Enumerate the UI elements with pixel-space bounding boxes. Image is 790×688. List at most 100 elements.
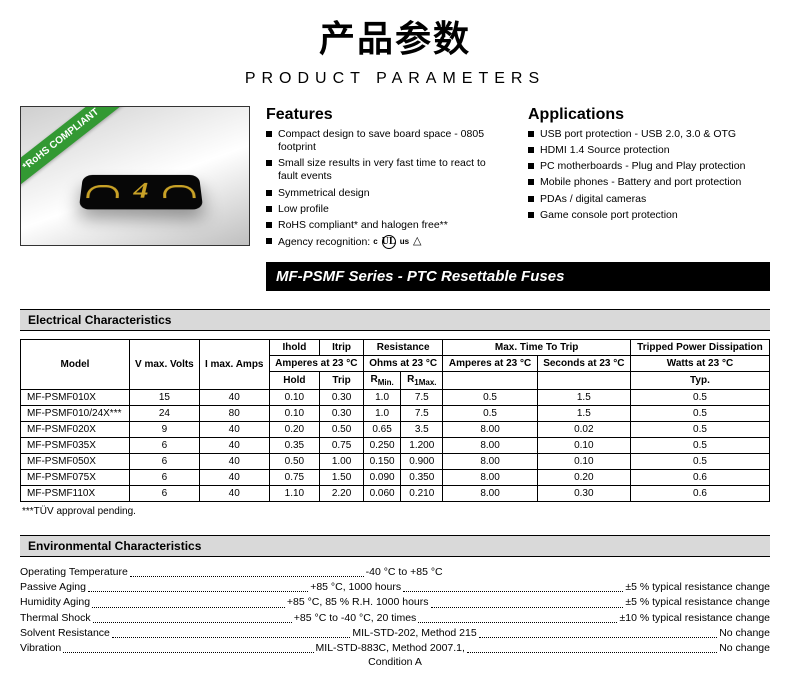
cell-i: 40 (199, 421, 269, 437)
cell-rmin: 0.060 (363, 485, 400, 501)
cell-ts: 0.10 (537, 437, 630, 453)
th-ihold: Ihold (269, 339, 320, 355)
table-row: MF-PSMF020X9400.200.500.653.58.000.020.5 (21, 421, 770, 437)
cell-trip: 1.50 (320, 469, 364, 485)
table-row: MF-PSMF075X6400.751.500.0900.3508.000.20… (21, 469, 770, 485)
cell-ta: 0.5 (443, 405, 537, 421)
cell-rmin: 1.0 (363, 389, 400, 405)
th-itrip: Itrip (320, 339, 364, 355)
env-label: Operating Temperature (20, 565, 128, 580)
cell-rmax: 0.210 (401, 485, 443, 501)
env-value: -40 °C to +85 °C (366, 565, 443, 580)
cell-trip: 2.20 (320, 485, 364, 501)
applications-heading: Applications (528, 106, 770, 124)
feature-item: Agency recognition:cULus △ (266, 235, 508, 249)
feature-item: Symmetrical design (266, 187, 508, 200)
cell-v: 15 (129, 389, 199, 405)
cell-hold: 0.10 (269, 405, 320, 421)
env-label: Passive Aging (20, 580, 86, 595)
cell-i: 40 (199, 437, 269, 453)
cell-model: MF-PSMF010/24X*** (21, 405, 130, 421)
env-change: ±10 % typical resistance change (619, 611, 770, 626)
cell-rmin: 0.65 (363, 421, 400, 437)
cell-ta: 8.00 (443, 485, 537, 501)
cell-ts: 1.5 (537, 389, 630, 405)
title-cn: 产品参数 (20, 10, 770, 62)
cell-hold: 0.20 (269, 421, 320, 437)
th-blank1 (443, 371, 537, 389)
cell-i: 40 (199, 453, 269, 469)
cell-rmax: 7.5 (401, 389, 443, 405)
cell-ts: 1.5 (537, 405, 630, 421)
th-amps23b: Amperes at 23 °C (443, 355, 537, 371)
env-label: Vibration (20, 641, 61, 656)
cell-typ: 0.5 (630, 421, 769, 437)
application-item: PC motherboards - Plug and Play protecti… (528, 160, 770, 173)
chip-graphic: 4 (79, 175, 204, 210)
env-change: No change (719, 641, 770, 656)
table-row: MF-PSMF010/24X***24800.100.301.07.50.51.… (21, 405, 770, 421)
cell-hold: 0.10 (269, 389, 320, 405)
cell-ta: 8.00 (443, 437, 537, 453)
cell-trip: 0.30 (320, 389, 364, 405)
cell-model: MF-PSMF010X (21, 389, 130, 405)
cell-i: 40 (199, 469, 269, 485)
cell-model: MF-PSMF050X (21, 453, 130, 469)
th-trip: Trip (320, 371, 364, 389)
env-change: No change (719, 626, 770, 641)
feature-item: Compact design to save board space - 080… (266, 128, 508, 154)
cell-rmin: 0.150 (363, 453, 400, 469)
cell-typ: 0.6 (630, 469, 769, 485)
env-value: +85 °C to -40 °C, 20 times (294, 611, 417, 626)
cell-ts: 0.02 (537, 421, 630, 437)
cell-i: 80 (199, 405, 269, 421)
title-en: PRODUCT PARAMETERS (20, 70, 770, 88)
th-rmax: R1Max. (401, 371, 443, 389)
cell-rmin: 1.0 (363, 405, 400, 421)
cell-rmin: 0.250 (363, 437, 400, 453)
cell-hold: 0.75 (269, 469, 320, 485)
applications-column: Applications USB port protection - USB 2… (528, 106, 770, 252)
env-row: Solvent Resistance MIL-STD-202, Method 21… (20, 626, 770, 641)
th-maxtime: Max. Time To Trip (443, 339, 631, 355)
cell-typ: 0.6 (630, 485, 769, 501)
cell-model: MF-PSMF075X (21, 469, 130, 485)
env-row: VibrationMIL-STD-883C, Method 2007.1,No … (20, 641, 770, 656)
top-block: *RoHS COMPLIANT 4 Features Compact desig… (20, 106, 770, 291)
cell-ts: 0.30 (537, 485, 630, 501)
table-row: MF-PSMF035X6400.350.750.2501.2008.000.10… (21, 437, 770, 453)
cell-v: 24 (129, 405, 199, 421)
cell-ta: 8.00 (443, 469, 537, 485)
env-change: ±5 % typical resistance change (625, 595, 770, 610)
cell-ta: 8.00 (443, 421, 537, 437)
cell-v: 9 (129, 421, 199, 437)
cell-rmin: 0.090 (363, 469, 400, 485)
cell-v: 6 (129, 469, 199, 485)
th-vmax: V max. Volts (129, 339, 199, 389)
feature-item: Small size results in very fast time to … (266, 157, 508, 183)
cell-i: 40 (199, 485, 269, 501)
cell-model: MF-PSMF110X (21, 485, 130, 501)
table-row: MF-PSMF110X6401.102.200.0600.2108.000.30… (21, 485, 770, 501)
cell-hold: 0.50 (269, 453, 320, 469)
section-electrical: Electrical Characteristics (20, 309, 770, 331)
env-value: MIL-STD-202, Method 215 (352, 626, 476, 641)
env-list: Operating Temperature -40 °C to +85 °C Pas… (20, 565, 770, 656)
env-value: +85 °C, 1000 hours (310, 580, 401, 595)
th-imax: I max. Amps (199, 339, 269, 389)
env-change: ±5 % typical resistance change (625, 580, 770, 595)
feature-item: Low profile (266, 203, 508, 216)
application-item: Game console port protection (528, 209, 770, 222)
cell-v: 6 (129, 437, 199, 453)
cell-trip: 0.50 (320, 421, 364, 437)
table-row: MF-PSMF050X6400.501.000.1500.9008.000.10… (21, 453, 770, 469)
env-label: Solvent Resistance (20, 626, 110, 641)
cell-v: 6 (129, 485, 199, 501)
cell-ta: 0.5 (443, 389, 537, 405)
cell-trip: 1.00 (320, 453, 364, 469)
cell-i: 40 (199, 389, 269, 405)
agency-icons: cULus △ (373, 235, 421, 249)
cell-model: MF-PSMF020X (21, 421, 130, 437)
cell-ts: 0.20 (537, 469, 630, 485)
series-bar: MF-PSMF Series - PTC Resettable Fuses (266, 262, 770, 291)
